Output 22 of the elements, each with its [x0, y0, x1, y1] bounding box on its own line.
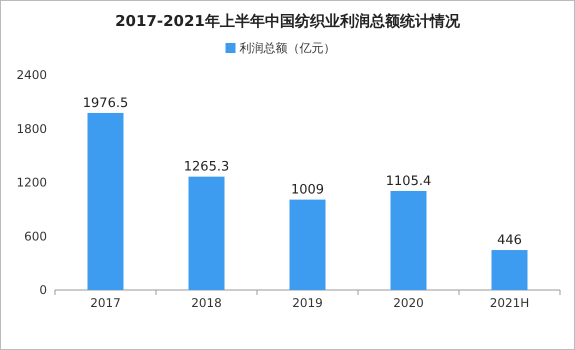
- data-label: 1105.4: [386, 174, 432, 189]
- bar: [188, 176, 224, 290]
- bar: [290, 200, 326, 290]
- x-tick-label: 2018: [191, 296, 222, 310]
- x-tick-label: 2017: [90, 296, 121, 310]
- data-label: 1976.5: [82, 96, 128, 111]
- chart-title: 2017-2021年上半年中国纺织业利润总额统计情况: [115, 12, 461, 30]
- y-tick-label: 1200: [16, 176, 47, 190]
- y-tick-label: 0: [39, 283, 47, 297]
- bar: [492, 250, 528, 290]
- bar: [390, 190, 426, 290]
- legend-label: 利润总额（亿元）: [240, 41, 336, 55]
- data-label: 1265.3: [184, 160, 230, 175]
- x-tick-label: 2019: [292, 296, 323, 310]
- bar: [88, 112, 124, 290]
- y-tick-label: 1800: [16, 122, 47, 136]
- data-label: 446: [497, 233, 522, 248]
- y-tick-label: 600: [24, 229, 47, 244]
- y-tick-label: 2400: [16, 68, 47, 82]
- data-label: 1009: [290, 182, 324, 198]
- x-tick-label: 2021H: [490, 296, 530, 310]
- x-tick-label: 2020: [393, 296, 424, 310]
